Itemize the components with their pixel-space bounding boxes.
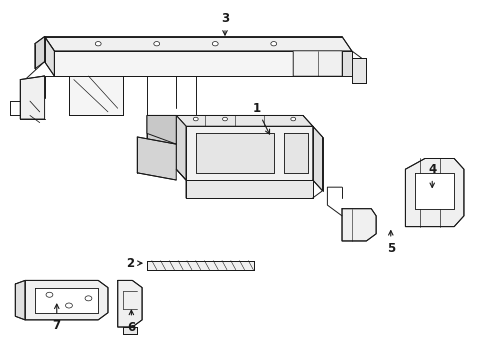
Polygon shape (147, 116, 176, 169)
Polygon shape (195, 134, 273, 173)
Polygon shape (118, 280, 142, 327)
Circle shape (154, 41, 159, 46)
Polygon shape (122, 327, 137, 334)
Circle shape (85, 296, 92, 301)
Polygon shape (147, 116, 176, 144)
Text: 1: 1 (252, 102, 269, 134)
Text: 4: 4 (427, 163, 435, 188)
Polygon shape (185, 180, 312, 198)
Polygon shape (351, 58, 366, 83)
Polygon shape (15, 280, 25, 320)
Polygon shape (293, 51, 341, 76)
Text: 3: 3 (221, 12, 228, 35)
Text: 5: 5 (386, 231, 394, 255)
Polygon shape (405, 158, 463, 226)
Polygon shape (185, 126, 312, 180)
Polygon shape (25, 76, 44, 108)
Text: 2: 2 (125, 257, 142, 270)
Polygon shape (341, 51, 351, 76)
Polygon shape (341, 209, 375, 241)
Polygon shape (283, 134, 307, 173)
Circle shape (212, 41, 218, 46)
Polygon shape (414, 173, 453, 209)
Polygon shape (312, 126, 322, 191)
Polygon shape (44, 37, 54, 76)
Polygon shape (35, 37, 44, 69)
Polygon shape (147, 261, 254, 270)
Polygon shape (54, 51, 341, 76)
Polygon shape (44, 37, 351, 51)
Circle shape (290, 117, 295, 121)
Polygon shape (176, 116, 312, 126)
Circle shape (95, 41, 101, 46)
Circle shape (222, 117, 227, 121)
Polygon shape (69, 76, 122, 116)
Text: 7: 7 (53, 304, 61, 332)
Circle shape (193, 117, 198, 121)
Circle shape (270, 41, 276, 46)
Polygon shape (20, 76, 44, 119)
Circle shape (65, 303, 72, 308)
Polygon shape (137, 137, 176, 180)
Polygon shape (35, 288, 98, 313)
Circle shape (46, 292, 53, 297)
Polygon shape (176, 116, 185, 180)
Polygon shape (341, 51, 351, 76)
Text: 6: 6 (127, 310, 135, 333)
Polygon shape (25, 280, 108, 320)
